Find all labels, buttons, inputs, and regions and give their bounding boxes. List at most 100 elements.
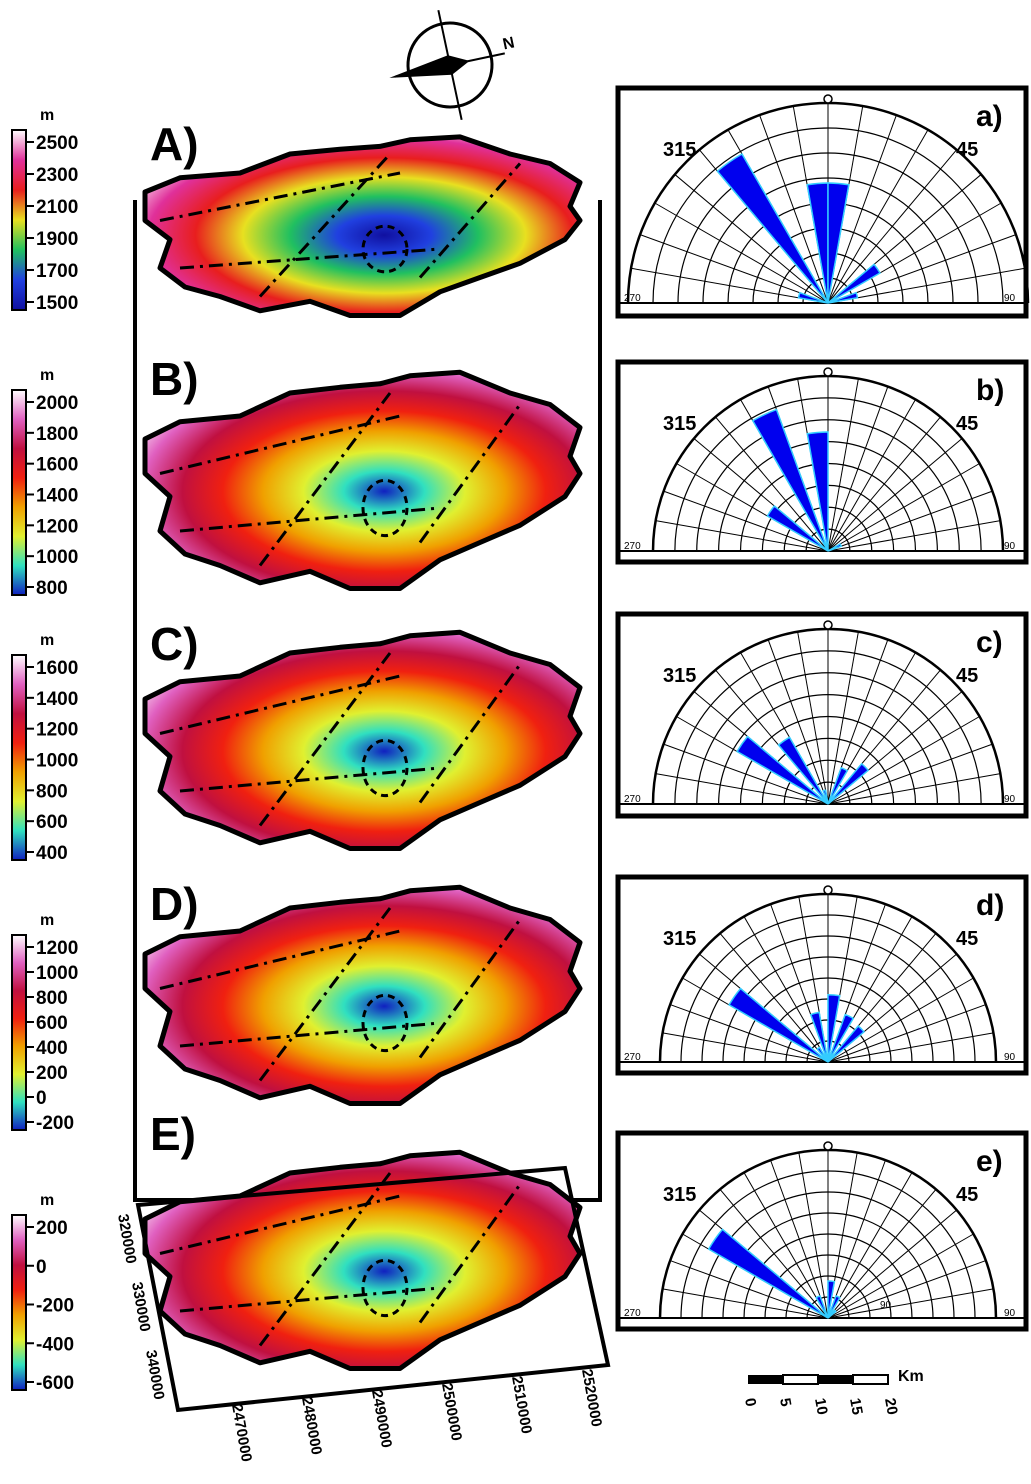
colorbar-tick-label: 1400: [36, 689, 78, 710]
rose-petal: [827, 1013, 855, 1063]
rose-petal: [827, 766, 849, 805]
rose-spoke: [827, 1172, 913, 1319]
colorbar-unit: m: [40, 632, 54, 649]
rose-end-label: 90: [1004, 794, 1016, 805]
scale-bar-unit: Km: [898, 1368, 924, 1385]
rose-azimuth-label: 315: [663, 139, 696, 161]
rose-spoke: [743, 1172, 829, 1319]
rose-frame: [615, 1130, 1029, 1332]
rose-spoke: [715, 416, 829, 552]
colorbar-tick-label: 1200: [36, 938, 78, 959]
rose-north-marker: [823, 367, 833, 377]
lineament: [258, 392, 392, 567]
colorbar-tick-label: 1200: [36, 720, 78, 741]
colorbar-tick-label: 2300: [36, 165, 78, 186]
rose-petal: [728, 987, 829, 1063]
colorbar-c: m 1600 1400 1200 1000 800 600 400: [11, 632, 78, 864]
scale-bar-tick-label: 20: [881, 1397, 901, 1416]
rose-spoke: [797, 631, 829, 805]
colorbar-a: m 2500 2300 2100 1900 1700 1500: [11, 107, 78, 314]
colorbar-ramp: [11, 654, 27, 861]
colorbar-tick-label: 1000: [36, 547, 78, 568]
rose-petal: [716, 152, 829, 304]
rose-spoke: [662, 1032, 829, 1063]
rose-end-label: 90: [1004, 541, 1016, 552]
rose-azimuth-label: 315: [663, 928, 696, 950]
map-a: A): [142, 118, 583, 318]
rose-petal: [827, 762, 870, 805]
colorbar-tick-label: -400: [36, 1334, 74, 1355]
rose-diagram-c: c) 315 45 270 90: [615, 611, 1029, 819]
colorbar-e: m 200 0 -200 -400 -600: [11, 1192, 74, 1394]
rose-petal: [827, 182, 850, 304]
colorbar-tick-label: 200: [36, 1218, 68, 1239]
colorbar-tick-label: 2100: [36, 197, 78, 218]
rose-petal: [815, 1294, 829, 1319]
rose-petal: [736, 735, 829, 805]
rose-spoke: [770, 1159, 829, 1319]
rose-spoke: [719, 1188, 829, 1319]
northing-label: 320000: [114, 1213, 139, 1265]
rose-spoke: [630, 267, 829, 304]
rose-spoke: [827, 399, 916, 552]
northing-label: 330000: [128, 1281, 153, 1333]
rose-diagram-b: b) 315 45 270 90: [615, 359, 1029, 565]
colorbar-tick-label: 1700: [36, 261, 78, 282]
scale-bar-segment: [748, 1375, 783, 1384]
rose-panel-label: a): [976, 100, 1003, 133]
map-label: D): [150, 878, 199, 930]
rose-spoke: [827, 386, 889, 552]
scale-bar-segment: [852, 1374, 889, 1385]
rose-spoke: [743, 916, 829, 1063]
rose-spoke: [669, 1004, 829, 1063]
northing-label: 340000: [142, 1349, 167, 1401]
map-region: [142, 369, 583, 591]
depression-outline: [361, 1258, 409, 1318]
lineament: [159, 171, 401, 222]
rose-petal: [816, 1046, 829, 1063]
rose-spoke: [827, 1159, 886, 1319]
rose-spoke: [767, 639, 829, 805]
rose-north-marker: [823, 94, 833, 104]
scale-bar-tick-label: 0: [741, 1397, 759, 1408]
lineament: [159, 929, 401, 990]
scale-bar-tick-label: 10: [811, 1397, 831, 1416]
depression-outline: [361, 993, 409, 1053]
rose-spoke: [827, 773, 1001, 805]
rose-spoke: [827, 463, 980, 552]
lineament: [159, 1194, 401, 1255]
rose-azimuth-label: 45: [956, 139, 978, 161]
rose-frame: [615, 874, 1029, 1076]
rose-spoke: [827, 977, 974, 1063]
depression-outline: [361, 738, 409, 798]
colorbar-ramp: [11, 389, 27, 596]
colorbar-tick-label: 0: [36, 1088, 47, 1109]
rose-end-label: 270: [624, 1052, 641, 1063]
rose-panel-label: b): [976, 374, 1004, 407]
rose-petal: [827, 1280, 836, 1319]
scale-bar-tick-label: 15: [846, 1397, 866, 1416]
rose-petal: [777, 736, 829, 805]
rose-azimuth-label: 315: [663, 1184, 696, 1206]
lineament: [258, 1172, 392, 1347]
scale-bar-segment: [818, 1375, 853, 1384]
rose-spoke: [827, 1288, 994, 1319]
rose-spoke: [669, 1260, 829, 1319]
colorbar-tick-label: 1400: [36, 486, 78, 507]
rose-north-marker: [823, 620, 833, 630]
rose-spoke: [827, 267, 1026, 304]
lineament: [159, 674, 401, 735]
rose-end-label: 90: [1004, 293, 1016, 304]
easting-label: 2490000: [368, 1389, 395, 1449]
map-label: E): [150, 1108, 196, 1160]
lineament: [418, 162, 522, 279]
colorbar-tick-label: 2500: [36, 133, 78, 154]
colorbar-unit: m: [40, 912, 54, 929]
rose-spoke: [759, 114, 829, 304]
compass-needle-icon: [389, 55, 470, 78]
colorbar-tick-label: 600: [36, 1013, 68, 1034]
colorbar-tick-label: 2000: [36, 393, 78, 414]
colorbar-tick-label: 800: [36, 578, 68, 599]
rose-end-label: 270: [624, 541, 641, 552]
